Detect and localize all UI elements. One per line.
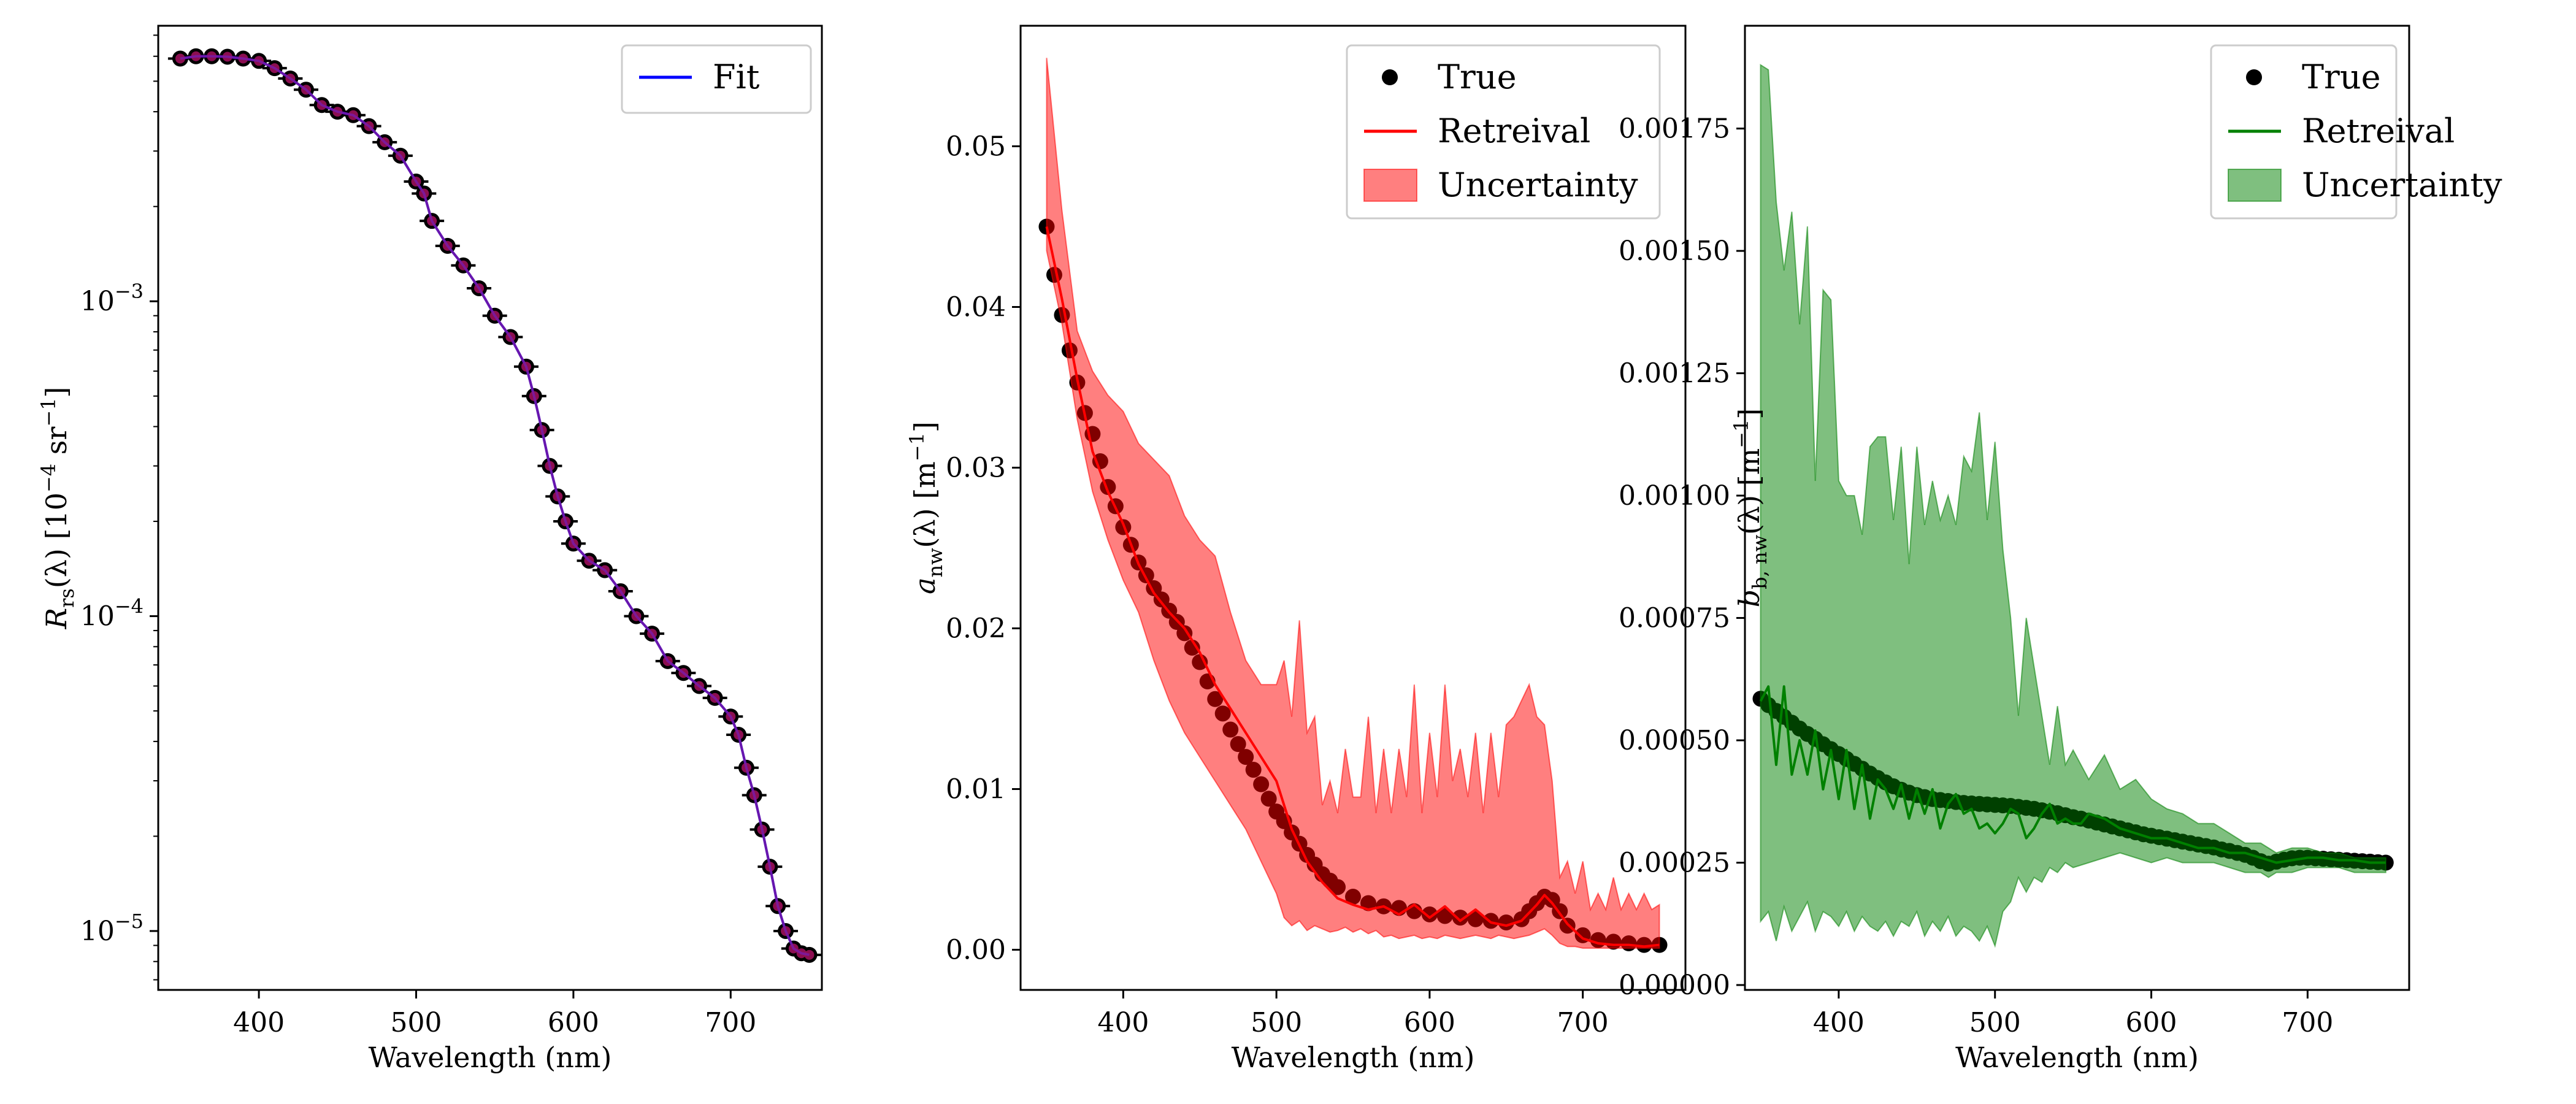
y-tick-label: 10−3 bbox=[80, 280, 144, 317]
y-tick-exponent: −3 bbox=[115, 280, 144, 303]
uncertainty-band bbox=[1046, 58, 1660, 949]
legend-marker bbox=[1382, 69, 1398, 85]
legend: Fit bbox=[621, 44, 812, 114]
x-tick-label: 400 bbox=[1097, 1007, 1149, 1038]
y-label-subscript: rs bbox=[55, 588, 79, 608]
y-tick-label: 0.00175 bbox=[1619, 113, 1730, 145]
plot-frame bbox=[1744, 25, 2410, 991]
x-tick-label: 500 bbox=[1969, 1007, 2021, 1038]
legend-box bbox=[1346, 44, 1661, 220]
y-label-subscript: b, nw bbox=[1748, 535, 1771, 589]
y-tick-label: 0.03 bbox=[946, 453, 1006, 484]
x-tick-label: 400 bbox=[233, 1007, 285, 1038]
x-tick-label: 700 bbox=[705, 1007, 756, 1038]
y-label-unit: sr bbox=[40, 427, 73, 464]
y-tick-label: 0.00100 bbox=[1619, 480, 1730, 512]
legend-box bbox=[621, 44, 812, 114]
y-tick-label: 0.00025 bbox=[1619, 848, 1730, 879]
y-axis-label: bb, nw(λ) [m−1] bbox=[1730, 408, 1771, 608]
legend-label: Retreival bbox=[1438, 112, 1590, 150]
legend-label: True bbox=[2302, 58, 2381, 96]
chart-panel-2: 400 500 600 700 Wavelength (nm) 0.00 0.01 0.02 0… bbox=[905, 25, 1687, 1074]
y-tick-base: 10 bbox=[80, 916, 115, 947]
x-axis-label: Wavelength (nm) bbox=[1955, 1041, 2199, 1074]
y-tick-label: 0.00 bbox=[946, 935, 1006, 966]
legend-label: Uncertainty bbox=[2302, 166, 2502, 204]
y-label-close: ] bbox=[908, 421, 941, 432]
y-label-symbol: a bbox=[908, 577, 941, 594]
data-point-fill bbox=[175, 53, 185, 64]
y-tick-label: 0.04 bbox=[946, 292, 1006, 323]
x-tick-label: 500 bbox=[391, 1007, 442, 1038]
x-tick-label: 700 bbox=[1557, 1007, 1609, 1038]
x-tick-label: 400 bbox=[1813, 1007, 1865, 1038]
y-tick-label: 10−4 bbox=[80, 595, 144, 632]
y-tick-exponent: −5 bbox=[115, 910, 144, 933]
plot-area bbox=[1752, 63, 2394, 948]
x-tick-label: 600 bbox=[2126, 1007, 2177, 1038]
legend-label: Retreival bbox=[2302, 112, 2455, 150]
x-tick-label: 700 bbox=[2282, 1007, 2333, 1038]
legend-patch bbox=[1363, 169, 1417, 202]
series-line-fit-overlay bbox=[180, 55, 810, 956]
y-label-exponent: −1 bbox=[1730, 420, 1753, 448]
legend-label: Fit bbox=[713, 58, 760, 96]
chart-panel-3: 400 500 600 700 Wavelength (nm) 0.00000 0.0002… bbox=[1619, 25, 2502, 1074]
y-tick-label: 0.01 bbox=[946, 774, 1006, 805]
plot-area bbox=[1038, 58, 1668, 953]
legend-marker bbox=[2246, 69, 2262, 85]
y-tick-label: 0.00125 bbox=[1619, 358, 1730, 389]
x-axis-label: Wavelength (nm) bbox=[369, 1041, 612, 1074]
y-label-body: (λ) [m bbox=[1733, 448, 1766, 535]
y-tick-base: 10 bbox=[80, 286, 115, 317]
y-label-symbol: R bbox=[40, 608, 73, 630]
y-tick-label: 0.00075 bbox=[1619, 603, 1730, 634]
series-line-fit bbox=[180, 55, 810, 956]
y-tick-label: 0.02 bbox=[946, 613, 1006, 645]
y-tick-label: 0.00050 bbox=[1619, 725, 1730, 756]
plot-frame bbox=[157, 25, 823, 991]
x-tick-label: 600 bbox=[548, 1007, 599, 1038]
y-label-symbol: b bbox=[1733, 589, 1766, 607]
y-label-subscript: nw bbox=[924, 548, 947, 577]
y-label-close: ] bbox=[1733, 408, 1766, 420]
y-label-exponent: −1 bbox=[905, 432, 929, 461]
y-label-body: (λ) [m bbox=[908, 461, 941, 548]
y-label-body: (λ) [10 bbox=[40, 493, 73, 588]
x-tick-label: 500 bbox=[1251, 1007, 1302, 1038]
y-label-close: ] bbox=[40, 386, 73, 397]
y-tick-label: 0.00000 bbox=[1619, 970, 1730, 1001]
y-tick-label: 10−5 bbox=[80, 910, 144, 947]
x-axis-label: Wavelength (nm) bbox=[1232, 1041, 1475, 1074]
y-tick-base: 10 bbox=[80, 601, 115, 632]
legend-label: True bbox=[1438, 58, 1517, 96]
plot-area bbox=[167, 48, 822, 963]
y-tick-exponent: −4 bbox=[115, 595, 144, 618]
y-axis-label: Rrs(λ) [10−4 sr−1] bbox=[37, 386, 79, 629]
legend: True Retreival Uncertainty bbox=[2210, 44, 2502, 220]
legend: True Retreival Uncertainty bbox=[1346, 44, 1661, 220]
y-label-exponent: −4 bbox=[37, 464, 60, 493]
y-tick-label: 0.00150 bbox=[1619, 236, 1730, 267]
y-tick-label: 0.05 bbox=[946, 131, 1006, 163]
legend-label: Uncertainty bbox=[1438, 166, 1638, 204]
legend-patch bbox=[2228, 169, 2282, 202]
plot-frame bbox=[1019, 25, 1687, 991]
y-axis-label: anw(λ) [m−1] bbox=[905, 421, 947, 594]
uncertainty-band bbox=[1760, 63, 2386, 948]
y-label-unit-exponent: −1 bbox=[37, 397, 60, 426]
x-tick-label: 600 bbox=[1404, 1007, 1455, 1038]
